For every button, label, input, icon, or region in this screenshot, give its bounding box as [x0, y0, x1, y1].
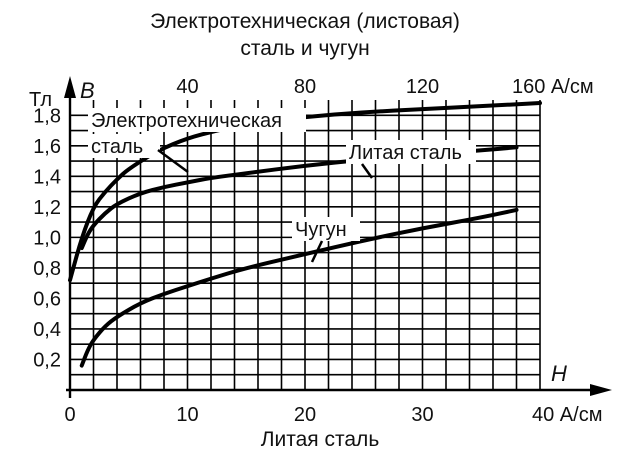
y-tick-label: 1,2: [33, 197, 61, 219]
y-tick-label: 1,0: [33, 227, 61, 249]
y-axis-unit-label: Тл: [29, 89, 52, 111]
x-axis-symbol: H: [551, 361, 567, 386]
x-axis-arrow: [590, 384, 612, 396]
series-label-bg: [346, 140, 476, 164]
x-top-tick-label: 120: [406, 76, 439, 98]
chart-series-labels: Электротехническая сталь Литая сталь Чугун: [88, 108, 476, 263]
series-label-cast-steel: Литая сталь: [349, 142, 462, 164]
series-label-cast-iron: Чугун: [295, 219, 347, 241]
chart-title: Электротехническая (листовая): [150, 10, 460, 33]
y-tick-label: 0,2: [33, 349, 61, 371]
series-leader-line: [310, 240, 324, 263]
chart-tick-labels: 0,2 0,4 0,6 0,8 1,0 1,2 1,4 1,6 1,8 0 10 20 30 40 А/с…: [33, 76, 602, 426]
x-top-tick-label: 160 А/см: [512, 76, 594, 98]
y-axis-symbol: B: [80, 78, 95, 103]
y-tick-label: 1,6: [33, 136, 61, 158]
x-bottom-tick-label: 30: [411, 404, 433, 426]
chart-title-line2: сталь и чугун: [240, 37, 369, 60]
x-top-tick-label: 40: [176, 76, 198, 98]
series-leader-line: [157, 148, 189, 174]
series-leader-line: [360, 163, 374, 179]
y-tick-label: 0,6: [33, 288, 61, 310]
y-tick-label: 0,4: [33, 319, 61, 341]
y-axis-arrow: [64, 76, 76, 98]
y-tick-label: 1,8: [33, 105, 61, 127]
chart-axes: [64, 76, 612, 398]
series-line-3: [79, 207, 519, 368]
x-bottom-tick-label: 40 А/см: [532, 404, 602, 426]
y-tick-label: 0,8: [33, 258, 61, 280]
series-line-1: [68, 101, 542, 283]
x-axis-bottom-label: Литая сталь: [261, 428, 380, 451]
x-bottom-tick-label: 20: [294, 404, 316, 426]
series-label-electrical-steel-line2: сталь: [91, 136, 143, 158]
series-label-bg: [88, 108, 306, 132]
series-label-bg: [292, 217, 360, 241]
y-tick-label: 1,4: [33, 166, 61, 188]
series-label-bg: [88, 134, 160, 158]
x-bottom-tick-label: 10: [176, 404, 198, 426]
series-label-electrical-steel: Электротехническая: [91, 110, 282, 132]
x-bottom-tick-label: 0: [64, 404, 75, 426]
x-top-tick-label: 80: [294, 76, 316, 98]
